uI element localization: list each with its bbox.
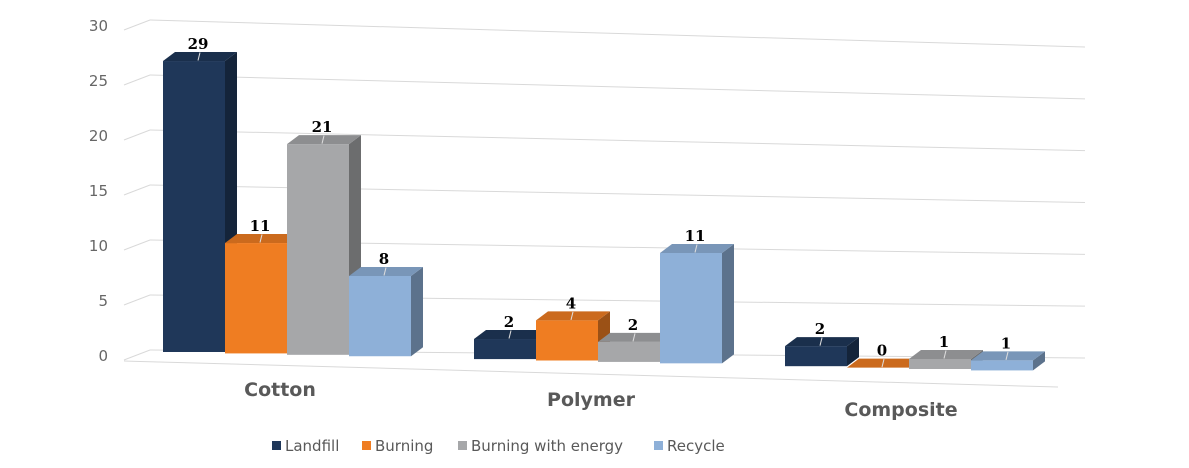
data-label-leader [881,358,885,368]
gridline-side [123,349,151,361]
bar-top-face [536,311,610,321]
bar-top-face [909,349,983,359]
bar-top-face [225,234,299,244]
data-label-leader [383,267,387,276]
bar-recycle-cotton [349,275,411,357]
legend-swatch [458,441,467,450]
bar-top-face [971,351,1045,361]
data-label-leader [1005,351,1009,361]
data-label-leader [943,350,947,359]
bars [163,52,1045,371]
y-tick-label: 5 [98,292,108,310]
y-tick-label: 15 [89,182,108,200]
data-label: 11 [250,217,271,235]
data-label: 2 [628,316,638,334]
gridline-side [123,19,151,31]
data-label-leader [819,337,823,346]
data-label: 4 [566,294,576,312]
bar-landfill-composite [785,346,847,367]
floor-edge [123,360,1059,388]
legend-swatch [362,441,371,450]
gridline [149,129,1086,152]
legend-entry: Landfill [285,437,339,455]
gridline-side [123,184,151,196]
data-label: 21 [312,118,333,136]
legend-entry: Burning with energy [471,437,623,455]
bar-top-face [598,332,672,342]
bar-top-face [163,52,237,62]
data-label-leader [570,311,574,320]
data-label-leader [321,135,325,144]
bar-recycle-polymer [660,252,722,364]
bar-burning-with-energy-composite [909,358,971,370]
data-label: 2 [815,320,825,338]
data-label-leader [197,52,201,61]
data-label-leader [694,244,698,253]
data-label: 8 [379,250,389,268]
bar-side-face [722,243,734,364]
bar-side-face [1033,351,1045,371]
bar-landfill-polymer [474,339,536,360]
bar-landfill-cotton [163,61,225,353]
gridline-side [123,129,151,141]
bar-top-face [660,243,734,253]
data-label: 2 [504,313,514,331]
bar-burning-with-energy-polymer [598,341,660,362]
bar-burning-polymer [536,320,598,361]
legend-swatch [654,441,663,450]
data-label: 1 [1001,334,1011,352]
legend-entry: Burning [375,437,433,455]
y-tick-label: 30 [89,17,108,35]
bar-burning-with-energy-cotton [287,144,349,355]
legend: Landfill Burning Burning with energy Recycl… [272,437,725,455]
y-tick-label: 10 [89,237,108,255]
bar-side-face [411,266,423,357]
gridline-side [123,239,151,251]
data-label-leader [632,333,636,342]
y-tick-label: 20 [89,127,108,145]
gridline [149,74,1086,100]
gridline [149,19,1086,48]
y-tick-label: 0 [98,347,108,365]
bar-top-face [474,330,548,340]
legend-entry: Recycle [667,437,725,455]
legend-swatch [272,441,281,450]
bar-top-face [847,358,921,368]
bar-recycle-composite [971,360,1033,371]
bar-side-face [847,337,859,367]
gridline-side [123,74,151,86]
bar-top-face [287,135,361,145]
data-label: 29 [188,35,209,53]
gridline-side [123,294,151,306]
data-label: 11 [685,227,706,245]
y-tick-label: 25 [89,72,108,90]
x-category-label: Composite [844,399,957,421]
data-label: 1 [939,333,949,351]
bar-top-face [785,337,859,347]
bar-burning-cotton [225,243,287,354]
bar-top-face [349,266,423,276]
data-label: 0 [877,342,887,360]
data-label-leader [259,234,263,243]
x-category-label: Cotton [244,379,316,401]
x-category-label: Polymer [547,389,636,411]
data-label-leader [508,330,512,339]
